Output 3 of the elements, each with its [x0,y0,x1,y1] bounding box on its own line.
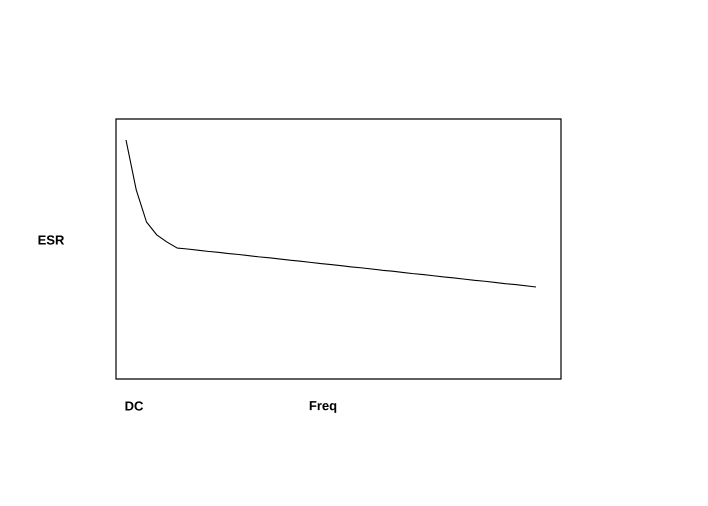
y-axis-title: ESR [38,235,64,245]
text: DC [125,401,144,411]
x-axis-title: Freq [310,401,336,413]
